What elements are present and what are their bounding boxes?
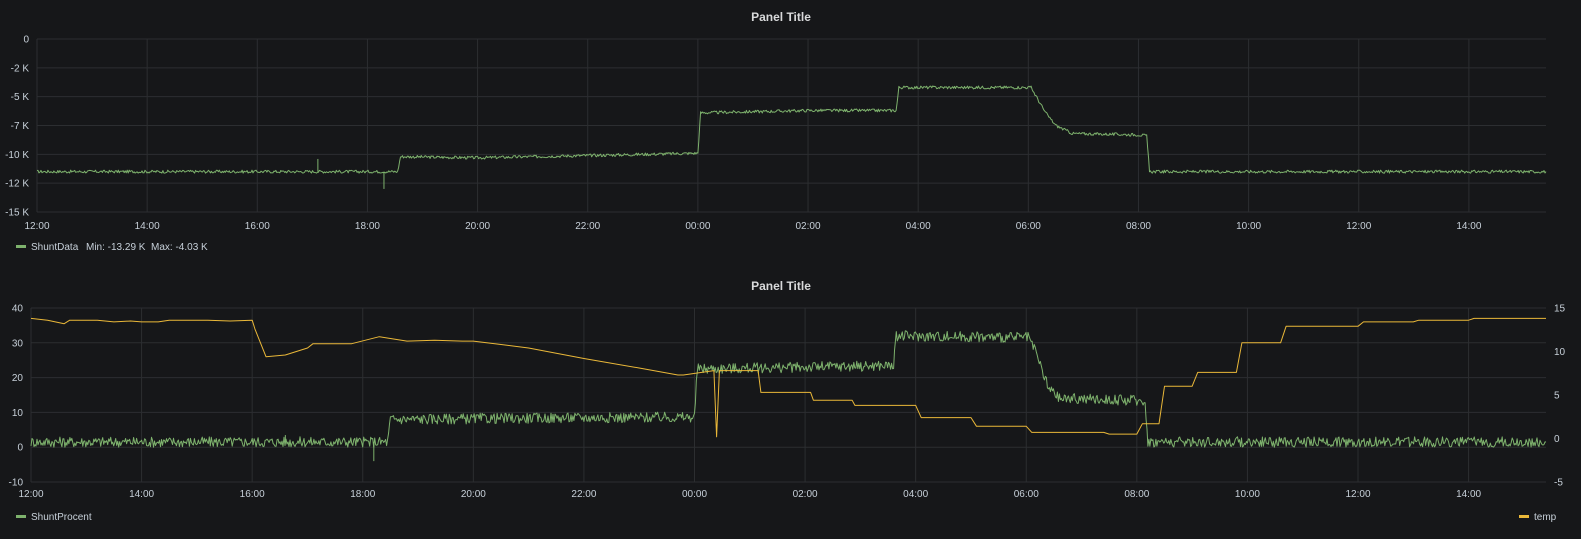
- legend-shuntprocent-label[interactable]: ShuntProcent: [31, 512, 92, 523]
- x-tick-label: 22:00: [571, 489, 596, 500]
- panel-2-title[interactable]: Panel Title: [751, 279, 811, 293]
- panel-2-legend: ShuntProcent temp: [16, 512, 1557, 523]
- panel-2-plot-area[interactable]: [30, 317, 1547, 462]
- panel-1-grid: [36, 38, 1546, 213]
- x-tick-label: 20:00: [461, 489, 486, 500]
- series-line-shuntdata[interactable]: [36, 85, 1547, 174]
- panel-2-y-axis-left: 40 30 20 10 0 -10: [9, 304, 24, 489]
- y-tick-label: -10 K: [5, 150, 29, 161]
- x-tick-label: 02:00: [796, 221, 821, 232]
- panel-2-y-axis-right: 15 10 5 0 -5: [1554, 304, 1566, 489]
- panel-1-y-axis: 0 -2 K -5 K -7 K -10 K -12 K -15 K: [5, 35, 29, 219]
- y-tick-label: 10: [12, 408, 24, 419]
- x-tick-label: 20:00: [465, 221, 490, 232]
- x-tick-label: 04:00: [903, 489, 928, 500]
- series-line-temp[interactable]: [30, 317, 1546, 438]
- panel-2-x-axis: 12:00 14:00 16:00 18:00 20:00 22:00 00:00 02:00…: [18, 489, 1481, 500]
- y-right-tick-label: -5: [1554, 478, 1563, 489]
- y-right-tick-label: 0: [1554, 434, 1560, 445]
- y-tick-label: -5 K: [11, 92, 30, 103]
- x-tick-label: 22:00: [575, 221, 600, 232]
- x-tick-label: 10:00: [1235, 489, 1260, 500]
- x-tick-label: 12:00: [24, 221, 49, 232]
- legend-temp-label[interactable]: temp: [1534, 512, 1557, 523]
- x-tick-label: 12:00: [1345, 489, 1370, 500]
- x-tick-label: 04:00: [906, 221, 931, 232]
- y-tick-label: 40: [12, 304, 24, 315]
- series-line-shuntprocent[interactable]: [30, 330, 1547, 448]
- legend-shuntdata-stats: Min: -13.29 K Max: -4.03 K: [86, 242, 208, 253]
- x-tick-label: 08:00: [1126, 221, 1151, 232]
- y-tick-label: 0: [17, 443, 23, 454]
- x-tick-label: 14:00: [135, 221, 160, 232]
- x-tick-label: 18:00: [355, 221, 380, 232]
- legend-shuntprocent-swatch: [16, 515, 26, 518]
- x-tick-label: 14:00: [1456, 489, 1481, 500]
- x-tick-label: 12:00: [1346, 221, 1371, 232]
- x-tick-label: 08:00: [1124, 489, 1149, 500]
- x-tick-label: 18:00: [350, 489, 375, 500]
- x-tick-label: 06:00: [1016, 221, 1041, 232]
- legend-shuntdata-label[interactable]: ShuntData: [31, 242, 79, 253]
- x-tick-label: 06:00: [1014, 489, 1039, 500]
- y-tick-label: -2 K: [11, 63, 30, 74]
- y-tick-label: -7 K: [11, 121, 30, 132]
- x-tick-label: 02:00: [793, 489, 818, 500]
- y-right-tick-label: 5: [1554, 391, 1560, 402]
- y-tick-label: 20: [12, 373, 24, 384]
- x-tick-label: 14:00: [1456, 221, 1481, 232]
- y-tick-label: -15 K: [5, 208, 29, 219]
- x-tick-label: 12:00: [18, 489, 43, 500]
- x-tick-label: 16:00: [240, 489, 265, 500]
- x-tick-label: 14:00: [129, 489, 154, 500]
- x-tick-label: 00:00: [685, 221, 710, 232]
- panel-1-x-axis: 12:00 14:00 16:00 18:00 20:00 22:00 00:00 02:00…: [24, 221, 1481, 232]
- legend-temp-swatch: [1519, 515, 1529, 518]
- y-right-tick-label: 15: [1554, 304, 1566, 315]
- panel-1: Panel Title 0 -2 K -5 K -7 K -10 K -12 K -15 K…: [5, 10, 1547, 253]
- y-tick-label: -12 K: [5, 179, 29, 190]
- legend-shuntdata-swatch: [16, 245, 26, 248]
- y-tick-label: 30: [12, 338, 24, 349]
- x-tick-label: 16:00: [245, 221, 270, 232]
- x-tick-label: 10:00: [1236, 221, 1261, 232]
- y-right-tick-label: 10: [1554, 347, 1566, 358]
- panel-1-legend: ShuntData Min: -13.29 K Max: -4.03 K: [16, 242, 208, 253]
- panel-1-plot-area[interactable]: [36, 85, 1547, 189]
- y-tick-label: 0: [23, 35, 29, 46]
- y-tick-label: -10: [9, 478, 24, 489]
- panel-1-title[interactable]: Panel Title: [751, 10, 811, 24]
- x-tick-label: 00:00: [682, 489, 707, 500]
